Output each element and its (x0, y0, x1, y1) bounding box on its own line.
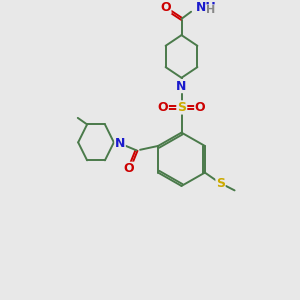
Text: O: O (160, 1, 171, 14)
Text: O: O (158, 101, 168, 114)
Text: S: S (177, 101, 186, 114)
Text: S: S (216, 177, 225, 190)
Text: N: N (176, 80, 187, 93)
Text: H: H (206, 5, 215, 15)
Text: NH: NH (196, 2, 216, 14)
Text: O: O (195, 101, 206, 114)
Text: O: O (123, 162, 134, 175)
Text: N: N (115, 137, 125, 150)
